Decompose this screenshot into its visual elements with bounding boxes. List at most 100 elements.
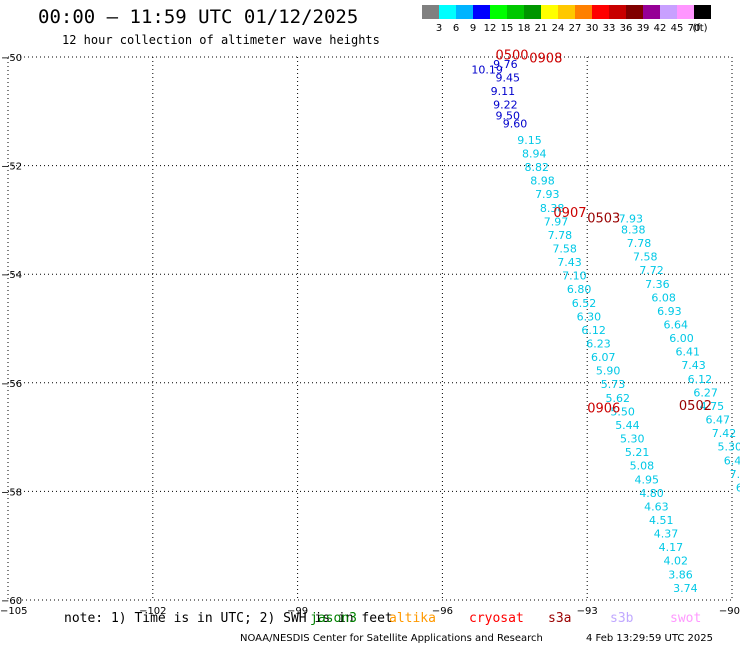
legend-swatch bbox=[524, 5, 541, 19]
pass-time-label: 0908 bbox=[529, 51, 562, 66]
wave-height-value: 6.12 bbox=[688, 373, 713, 386]
wave-height-value: 7.93 bbox=[619, 213, 644, 226]
y-tick-label: −56 bbox=[1, 379, 22, 390]
wave-height-value: 9.76 bbox=[493, 58, 517, 71]
wave-height-value: 6.93 bbox=[657, 305, 682, 318]
legend-label: 3 bbox=[435, 23, 443, 34]
axis-ticks: −105 −102 −99 −96 −93 −90 −50 −52 −54 −56 −58 −60 bbox=[0, 53, 740, 617]
credit-line: NOAA/NESDIS Center for Satellite Applica… bbox=[240, 633, 543, 644]
wave-height-value: 6.27 bbox=[693, 386, 718, 399]
x-tick-label: −99 bbox=[287, 606, 308, 617]
x-tick-label: −96 bbox=[432, 606, 453, 617]
wave-height-value: 4.63 bbox=[644, 500, 669, 513]
satellite-altika: altika bbox=[389, 611, 436, 626]
legend-swatch bbox=[609, 5, 626, 19]
wave-height-value: 9.15 bbox=[517, 134, 542, 147]
wave-height-value: 7.15 bbox=[730, 468, 740, 481]
pass-time-label: 0906 bbox=[587, 402, 620, 417]
y-tick-label: −54 bbox=[1, 270, 22, 281]
wave-height-value: 5.21 bbox=[625, 446, 650, 459]
wave-height-value: 10.19 bbox=[471, 63, 503, 76]
wave-height-value: 7.10 bbox=[562, 270, 587, 283]
legend-swatch bbox=[677, 5, 694, 19]
wave-height-value: 7.43 bbox=[681, 359, 706, 372]
x-tick-label: −105 bbox=[0, 606, 27, 617]
wave-height-value: 6.41 bbox=[676, 346, 701, 359]
pass-time-label: 0503 bbox=[587, 212, 620, 227]
wave-height-value: 6.64 bbox=[663, 319, 688, 332]
wave-height-value: 7.42 bbox=[712, 427, 737, 440]
legend-swatch bbox=[660, 5, 677, 19]
wave-height-value: 4.02 bbox=[663, 555, 688, 568]
legend-swatch bbox=[592, 5, 609, 19]
legend-label: 9 bbox=[469, 23, 477, 34]
wave-height-value: 6.80 bbox=[567, 283, 592, 296]
legend-label: 39 bbox=[636, 23, 650, 34]
wave-height-value: 5.62 bbox=[606, 392, 631, 405]
wave-height-value: 3.86 bbox=[668, 568, 693, 581]
legend-label: 21 bbox=[534, 23, 548, 34]
wave-height-value: 4.51 bbox=[649, 514, 674, 527]
wave-height-value: 9.50 bbox=[495, 109, 520, 122]
wave-height-value: 9.45 bbox=[495, 71, 520, 84]
legend-label: 70 bbox=[687, 23, 701, 34]
legend-swatch bbox=[694, 5, 711, 19]
page-title: 00:00 – 11:59 UTC 01/12/2025 bbox=[38, 6, 359, 28]
legend-label: 45 bbox=[670, 23, 684, 34]
satellite-s3a: s3a bbox=[548, 611, 572, 626]
wave-height-value: 4.17 bbox=[659, 541, 684, 554]
wave-height-value: 7.97 bbox=[544, 215, 569, 228]
wave-height-value: 6.23 bbox=[586, 338, 611, 351]
legend-swatch bbox=[490, 5, 507, 19]
legend-label: 30 bbox=[585, 23, 599, 34]
wave-height-value: 5.30 bbox=[718, 441, 740, 454]
wave-height-value: 3.74 bbox=[673, 582, 698, 595]
legend-label: 27 bbox=[568, 23, 582, 34]
wave-height-value: 7.58 bbox=[552, 242, 577, 255]
x-tick-label: −93 bbox=[577, 606, 598, 617]
legend-swatch bbox=[575, 5, 592, 19]
wave-height-value: 5.90 bbox=[596, 365, 621, 378]
wave-height-value: 6.07 bbox=[591, 351, 616, 364]
legend-swatch bbox=[422, 5, 439, 19]
pass-time-label: 0500 bbox=[495, 49, 528, 64]
wave-height-value: 8.98 bbox=[530, 175, 555, 188]
wave-height-value: 8.82 bbox=[524, 161, 549, 174]
wave-height-value: 7.72 bbox=[639, 264, 664, 277]
wave-height-value: 7.43 bbox=[557, 256, 582, 269]
wave-height-value: 8.94 bbox=[522, 147, 547, 160]
legend-swatch bbox=[541, 5, 558, 19]
wave-height-value: 4.95 bbox=[635, 473, 660, 486]
grid-lines bbox=[8, 57, 732, 600]
wave-height-value: 6.52 bbox=[572, 297, 597, 310]
wave-height-value: 6.30 bbox=[577, 310, 602, 323]
y-tick-label: −50 bbox=[1, 53, 22, 64]
wave-height-value: 9.22 bbox=[493, 99, 517, 112]
wave-height-value: 5.08 bbox=[630, 460, 655, 473]
y-tick-label: −60 bbox=[1, 596, 22, 607]
legend-label: 6 bbox=[452, 23, 460, 34]
legend-swatch bbox=[439, 5, 456, 19]
legend-swatch bbox=[626, 5, 643, 19]
legend-swatch bbox=[473, 5, 490, 19]
wave-height-value: 5.73 bbox=[601, 378, 626, 391]
satellite-jason3: jason3 bbox=[310, 611, 357, 626]
wave-height-value: 7.78 bbox=[627, 237, 652, 250]
wave-height-value: 6.00 bbox=[669, 332, 694, 345]
timestamp: 4 Feb 13:29:59 UTC 2025 bbox=[586, 633, 713, 644]
wave-height-value: 7.36 bbox=[645, 278, 670, 291]
wave-height-value: 9.60 bbox=[503, 118, 528, 131]
wave-height-value: 6.12 bbox=[581, 324, 606, 337]
plot-border bbox=[7, 56, 733, 601]
wave-height-value: 4.80 bbox=[639, 487, 664, 500]
legend-label: 42 bbox=[653, 23, 667, 34]
y-tick-label: −52 bbox=[1, 162, 22, 173]
legend-label: 15 bbox=[500, 23, 514, 34]
wave-height-value: 6.49 bbox=[724, 454, 740, 467]
legend-label: 24 bbox=[551, 23, 565, 34]
satellite-swot: swot bbox=[670, 611, 702, 626]
wave-height-value: 8.38 bbox=[540, 202, 565, 215]
legend-label: 36 bbox=[619, 23, 633, 34]
x-tick-label: −90 bbox=[719, 606, 740, 617]
